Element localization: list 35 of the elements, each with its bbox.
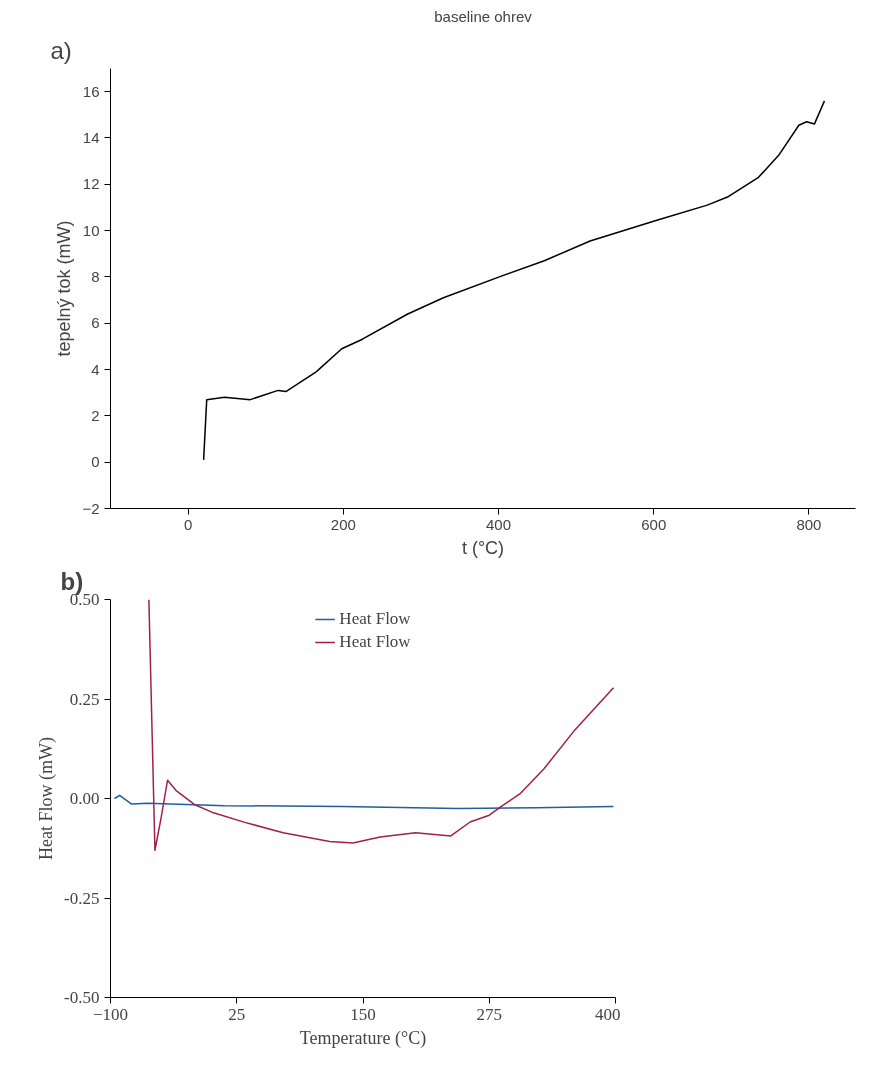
y-tick-label: 14 — [82, 128, 100, 146]
line-series — [202, 100, 826, 461]
x-tick-label: 400 — [486, 515, 512, 533]
y-tick-label: 6 — [91, 314, 100, 332]
x-tick-label: 400 — [595, 1004, 621, 1024]
y-tick-label: 0.25 — [69, 689, 100, 709]
y-tick-label: −2 — [82, 499, 100, 517]
chart-title: baseline ohrev — [434, 7, 533, 25]
y-axis-title: Heat Flow (mW) — [36, 737, 58, 860]
y-axis-title: tepelný tok (mW) — [54, 220, 75, 357]
line-series — [148, 599, 615, 851]
y-tick-label: 12 — [82, 175, 100, 193]
legend-label: Heat Flow — [339, 609, 411, 629]
y-tick-label: 4 — [91, 360, 100, 378]
x-tick-label: 800 — [796, 515, 822, 533]
legend-label: Heat Flow — [339, 632, 411, 652]
x-tick-label: 25 — [228, 1004, 246, 1024]
x-tick-label: 200 — [330, 515, 356, 533]
x-axis-title: t (°C) — [461, 537, 505, 558]
y-tick-label: 0 — [91, 453, 100, 471]
y-tick-label: 16 — [82, 82, 100, 100]
x-axis-title: Temperature (°C) — [299, 1027, 427, 1049]
y-tick-label: 10 — [82, 221, 100, 239]
x-tick-label: 275 — [476, 1004, 502, 1024]
x-tick-label: 150 — [350, 1004, 376, 1024]
x-tick-label: 0 — [183, 515, 193, 533]
x-tick-label: 600 — [641, 515, 667, 533]
y-tick-label: 8 — [91, 267, 100, 285]
line-series — [113, 794, 615, 810]
text: a) — [50, 36, 72, 64]
y-tick-label: 0.00 — [69, 789, 100, 808]
y-tick-label: -0.25 — [64, 888, 100, 908]
y-tick-label: 2 — [91, 406, 100, 424]
x-tick-label: −100 — [92, 1004, 129, 1024]
y-tick-label: -0.50 — [64, 988, 100, 1007]
